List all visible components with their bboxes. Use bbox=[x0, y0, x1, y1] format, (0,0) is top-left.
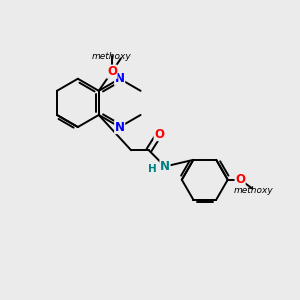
Text: N: N bbox=[160, 160, 170, 173]
Text: O: O bbox=[154, 128, 164, 141]
Text: methoxy: methoxy bbox=[92, 52, 132, 61]
Text: H: H bbox=[148, 164, 157, 174]
Text: N: N bbox=[115, 121, 125, 134]
Text: N: N bbox=[115, 72, 125, 85]
Text: O: O bbox=[235, 173, 245, 186]
Text: methoxy: methoxy bbox=[234, 186, 274, 195]
Text: O: O bbox=[107, 65, 117, 78]
